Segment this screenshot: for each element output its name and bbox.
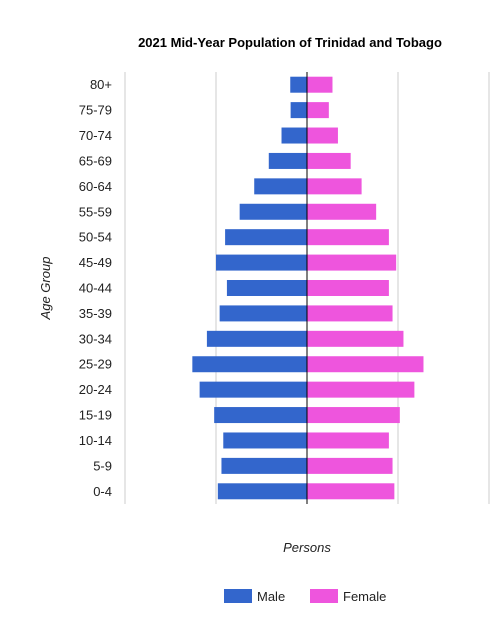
bar-female-65-69 [307,152,351,169]
y-tick-label: 45-49 [79,255,112,270]
bar-male-35-39 [219,305,307,322]
bar-male-20-24 [199,381,307,398]
bar-female-80+ [307,76,333,93]
bar-male-50-54 [225,229,307,246]
x-axis-label: Persons [283,540,331,555]
bar-male-25-29 [192,356,307,373]
bar-female-0-4 [307,483,395,500]
y-tick-label: 60-64 [79,179,112,194]
y-tick-label: 5-9 [93,458,112,473]
bar-male-70-74 [281,127,307,144]
y-tick-label: 55-59 [79,204,112,219]
bar-male-65-69 [268,152,307,169]
bar-female-45-49 [307,254,397,271]
y-tick-label: 40-44 [79,281,112,296]
y-tick-label: 15-19 [79,408,112,423]
bar-female-40-44 [307,280,389,296]
bar-female-35-39 [307,305,393,322]
y-tick-label: 70-74 [79,128,112,143]
y-tick-label: 10-14 [79,433,112,448]
bar-male-5-9 [221,457,307,474]
bar-female-70-74 [307,127,338,144]
bar-female-15-19 [307,407,400,424]
bar-male-15-19 [214,407,307,424]
bar-female-5-9 [307,457,393,474]
bar-male-40-44 [226,280,307,296]
bar-female-60-64 [307,178,362,195]
bar-male-55-59 [239,203,307,220]
bar-female-10-14 [307,432,389,449]
y-tick-label: 25-29 [79,357,112,372]
bar-female-75-79 [307,102,329,119]
y-axis-label: Age Group [38,257,53,321]
chart-title: 2021 Mid-Year Population of Trinidad and… [138,35,442,50]
bar-male-10-14 [223,432,307,449]
legend-label-male: Male [257,589,285,604]
bar-female-50-54 [307,229,389,246]
bar-male-80+ [290,76,307,93]
bar-female-55-59 [307,203,377,220]
legend-swatch-female [310,589,338,603]
y-tick-label: 35-39 [79,306,112,321]
legend: Male Female [224,589,386,604]
gridlines [124,72,490,504]
bar-male-30-34 [206,330,307,347]
bars [192,76,424,500]
bar-female-25-29 [307,356,424,373]
legend-label-female: Female [343,589,386,604]
y-tick-label: 50-54 [79,230,112,245]
y-tick-label: 0-4 [93,484,112,499]
y-tick-label: 30-34 [79,331,112,346]
y-tick-label: 80+ [90,77,112,92]
bar-female-30-34 [307,330,404,347]
bar-male-60-64 [254,178,307,195]
bar-male-45-49 [216,254,307,271]
y-tick-labels: 80+ 75-79 70-74 65-69 60-64 55-59 50-54 45-49 40… [79,77,112,499]
bar-female-20-24 [307,381,415,398]
y-tick-label: 20-24 [79,382,112,397]
y-tick-label: 75-79 [79,103,112,118]
legend-swatch-male [224,589,252,603]
bar-male-0-4 [217,483,307,500]
y-tick-label: 65-69 [79,153,112,168]
bar-male-75-79 [290,102,307,119]
